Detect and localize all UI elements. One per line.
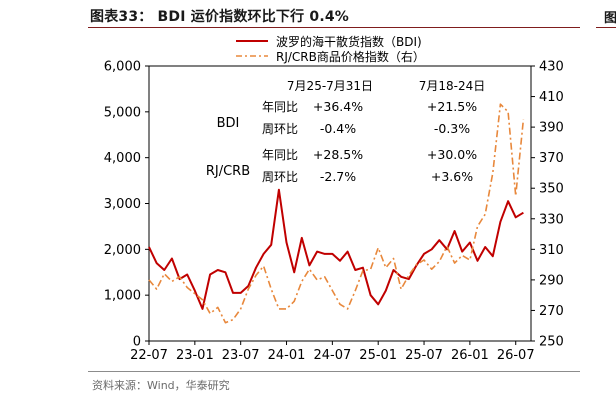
annotation-value-current: -2.7% [320,169,356,184]
x-axis-tick-label: 24-07 [313,348,351,363]
right-axis-tick-label: 330 [539,212,564,227]
legend-label-crb: RJ/CRB商品价格指数（右） [276,49,425,64]
annotation-header-previous-week: 7月18-24日 [419,79,486,93]
annotation-value-previous: +30.0% [427,147,477,162]
source-note: 资料来源：Wind，华泰研究 [92,379,230,392]
x-axis-tick-label: 25-07 [405,348,443,363]
annotation-row-label: 周环比 [262,122,298,136]
right-axis-tick-label: 390 [539,121,564,136]
next-figure-edge: 图 [596,5,616,28]
annotation-value-previous: +3.6% [431,169,473,184]
annotation-header-current-week: 7月25-7月31日 [287,79,373,93]
title-bar: 图表33： BDI 运价指数环比下行 0.4% [88,5,580,28]
x-axis-tick-label: 26-01 [451,348,489,363]
annotation-group-label: RJ/CRB [206,164,250,179]
left-axis-tick-label: 3,000 [104,197,141,212]
annotation-row-label: 年同比 [262,100,298,114]
annotation-value-previous: +21.5% [427,99,477,114]
annotation-row-label: 周环比 [262,170,298,184]
crb-series-line [148,103,525,324]
annotation-value-previous: -0.3% [434,121,470,136]
legend-label-bdi: 波罗的海干散货指数（BDI) [276,34,422,49]
annotation-group-label: BDI [217,116,240,131]
next-figure-glyph: 图 [604,11,616,26]
source-divider [88,371,580,372]
right-axis-tick-label: 410 [539,90,564,105]
left-axis-tick-label: 4,000 [104,151,141,166]
right-axis-tick-label: 270 [539,304,564,319]
x-axis-tick-label: 26-07 [497,348,535,363]
right-axis-tick-label: 430 [539,60,564,75]
right-axis-tick-label: 310 [539,243,564,258]
annotation-value-current: +28.5% [313,147,363,162]
bdi-series-line [148,188,524,310]
right-axis-tick-label: 250 [539,335,564,350]
x-axis-tick-label: 22-07 [130,348,168,363]
x-axis-tick-label: 25-01 [359,348,397,363]
chart-title: 图表33： BDI 运价指数环比下行 0.4% [90,9,350,25]
left-axis-tick-label: 6,000 [104,60,141,75]
left-axis-tick-label: 2,000 [104,243,141,258]
right-axis-tick-label: 370 [539,151,564,166]
left-axis-tick-label: 5,000 [104,105,141,120]
annotation-value-current: +36.4% [313,99,363,114]
left-axis-tick-label: 1,000 [104,289,141,304]
annotation-row-label: 年同比 [262,148,298,162]
x-axis-tick-label: 24-01 [268,348,306,363]
right-axis-tick-label: 290 [539,273,564,288]
annotation-value-current: -0.4% [320,121,356,136]
x-axis-tick-label: 23-07 [222,348,260,363]
left-axis-tick-label: 0 [133,335,141,350]
x-axis-tick-label: 23-01 [176,348,214,363]
right-axis-tick-label: 350 [539,182,564,197]
